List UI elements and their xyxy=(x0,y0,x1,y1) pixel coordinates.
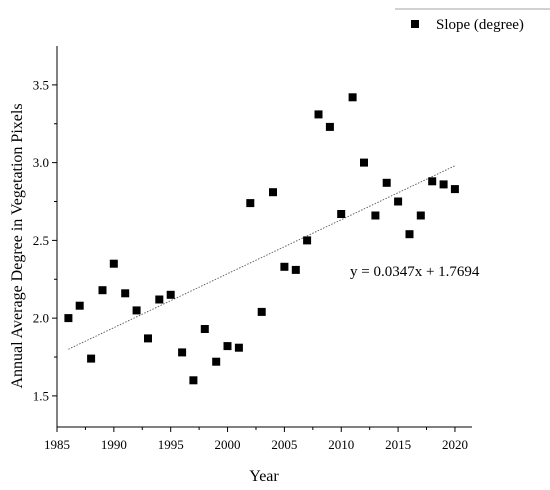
y-axis-label: Annual Average Degree in Vegetation Pixe… xyxy=(9,103,26,388)
data-point xyxy=(439,180,448,189)
y-tick-label: 2.0 xyxy=(33,311,49,326)
data-point xyxy=(303,236,312,245)
data-point xyxy=(394,197,403,206)
y-axis: 1.5 2.0 2.5 3.0 3.5 xyxy=(33,77,57,403)
data-point xyxy=(257,307,266,316)
legend: Slope (degree) xyxy=(395,8,550,33)
x-tick-label: 2020 xyxy=(442,437,468,452)
y-tick-label: 2.5 xyxy=(33,233,49,248)
legend-label: Slope (degree) xyxy=(436,17,524,33)
data-point xyxy=(371,211,380,220)
trendline-path xyxy=(68,165,456,350)
data-point xyxy=(382,178,391,187)
trendline-equation: y = 0.0347x + 1.7694 xyxy=(350,264,480,280)
data-point xyxy=(314,110,323,119)
data-point xyxy=(155,295,164,304)
data-point xyxy=(280,262,289,271)
data-point xyxy=(144,334,152,343)
data-point xyxy=(450,185,459,194)
plot-frame xyxy=(56,46,472,428)
x-axis-label: Year xyxy=(249,468,279,485)
data-point xyxy=(223,342,232,351)
data-point xyxy=(87,354,96,363)
data-point xyxy=(269,188,277,197)
data-point xyxy=(246,199,255,208)
data-point xyxy=(189,376,198,385)
x-tick-label: 1990 xyxy=(101,437,127,452)
data-point xyxy=(428,177,437,186)
data-point xyxy=(234,343,243,352)
data-point xyxy=(200,325,209,333)
legend-marker-square xyxy=(411,20,419,28)
data-point xyxy=(166,290,175,299)
y-tick-label: 1.5 xyxy=(33,388,49,403)
data-point xyxy=(291,265,300,274)
data-points xyxy=(64,93,459,385)
data-point xyxy=(325,122,334,131)
x-tick-label: 1995 xyxy=(158,437,184,452)
x-tick-label: 2015 xyxy=(385,437,411,452)
data-point xyxy=(405,230,414,239)
x-axis: 1985 1990 1995 2000 2005 2010 2015 2020 xyxy=(44,427,468,452)
data-point xyxy=(416,211,425,220)
data-point xyxy=(75,301,84,310)
data-point xyxy=(64,314,73,323)
data-point xyxy=(98,286,107,295)
data-point xyxy=(178,348,187,357)
data-point xyxy=(348,93,357,102)
data-point xyxy=(360,158,368,167)
x-tick-label: 1985 xyxy=(44,437,70,452)
x-tick-label: 2010 xyxy=(328,437,354,452)
data-point xyxy=(109,259,118,268)
x-tick-label: 2005 xyxy=(271,437,297,452)
x-tick-label: 2000 xyxy=(215,437,241,452)
data-point xyxy=(212,357,221,366)
y-tick-label: 3.0 xyxy=(33,155,49,170)
y-tick-label: 3.5 xyxy=(33,77,49,92)
trendline xyxy=(68,165,456,350)
data-point xyxy=(132,306,141,315)
data-point xyxy=(121,289,130,298)
data-point xyxy=(337,210,346,218)
